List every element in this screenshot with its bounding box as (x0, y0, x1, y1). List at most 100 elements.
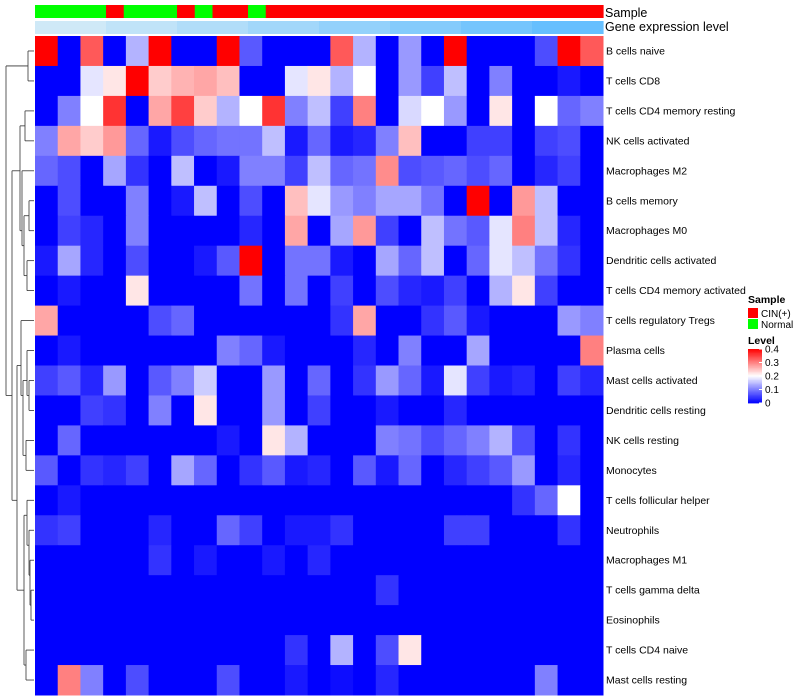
heatmap-cell (398, 215, 422, 247)
heatmap-cell (466, 545, 490, 576)
heatmap-cell (330, 275, 354, 307)
heatmap-cell (353, 65, 377, 97)
heatmap-cell (103, 425, 127, 456)
heatmap-cell (353, 635, 377, 666)
heatmap-cell (557, 605, 581, 636)
heatmap-cell (421, 155, 445, 187)
heatmap-cell (466, 245, 490, 277)
heatmap-cell (466, 665, 490, 696)
heatmap-cell (262, 275, 286, 307)
heatmap-cell (580, 515, 604, 546)
heatmap-cell (125, 215, 150, 247)
heatmap-cell (375, 605, 400, 636)
heatmap-cell (353, 365, 377, 396)
heatmap-cell (443, 305, 468, 337)
heatmap-cell (375, 245, 400, 277)
heatmap-cell (580, 395, 604, 426)
heatmap-cell (239, 125, 263, 157)
heatmap-cell (284, 185, 309, 217)
heatmap-cell (35, 635, 59, 666)
heatmap-cell (194, 455, 218, 486)
heatmap-cell (216, 665, 240, 696)
heatmap-cell (330, 185, 354, 217)
heatmap-cell (398, 155, 422, 187)
heatmap-cell (421, 215, 445, 247)
heatmap-cell (489, 455, 513, 486)
heatmap-cell (330, 36, 354, 67)
heatmap-cell (103, 395, 127, 426)
heatmap-cell (534, 95, 559, 127)
heatmap-cell (57, 215, 81, 247)
heatmap-cell (171, 305, 195, 337)
heatmap-cell (216, 36, 240, 67)
heatmap-cell (534, 575, 559, 606)
heatmap-cell (80, 395, 104, 426)
heatmap-cell (307, 335, 331, 366)
heatmap-cell (489, 425, 513, 456)
sample-cell (336, 5, 356, 18)
row-label: Mast cells activated (606, 375, 698, 387)
heatmap-cell (194, 575, 218, 606)
heatmap-cell (80, 275, 104, 307)
heatmap-cell (557, 425, 581, 456)
heatmap-cell (194, 305, 218, 337)
heatmap-cell (398, 65, 422, 97)
heatmap-cell (239, 215, 263, 247)
heatmap-cell (239, 455, 263, 486)
heatmap-cell (125, 125, 150, 157)
heatmap-cell (489, 215, 513, 247)
heatmap-cell (375, 65, 400, 97)
heatmap-cell (557, 95, 581, 127)
heatmap-cell (353, 155, 377, 187)
row-label: Dendritic cells resting (606, 405, 706, 417)
heatmap-cell (489, 635, 513, 666)
heatmap-cell (239, 335, 263, 366)
heatmap-cell (307, 605, 331, 636)
heatmap-cell (353, 665, 377, 696)
colorbar-segment (748, 380, 762, 382)
heatmap-cell (216, 425, 240, 456)
heatmap-cell (489, 36, 513, 67)
heatmap-cell (580, 215, 604, 247)
heatmap-cell (580, 155, 604, 187)
heatmap-cell (103, 545, 127, 576)
heatmap-cell (534, 335, 559, 366)
heatmap-cell (57, 185, 81, 217)
heatmap-cell (262, 485, 286, 516)
heatmap-cell (398, 275, 422, 307)
heatmap-cell (216, 155, 240, 187)
heatmap-cell (125, 65, 150, 97)
sample-cell (248, 5, 267, 18)
heatmap-cell (284, 215, 309, 247)
row-label: Macrophages M0 (606, 225, 687, 237)
heatmap-cell (57, 155, 81, 187)
colorbar-segment (748, 351, 762, 354)
heatmap-cell (375, 665, 400, 696)
heatmap-cell (262, 95, 286, 127)
heatmap-cell (512, 65, 536, 97)
colorbar-segment (748, 376, 762, 378)
colorbar-tick-label: 0.4 (765, 345, 779, 356)
heatmap-cell (421, 185, 445, 217)
heatmap-cell (80, 65, 104, 97)
heatmap-cell (557, 65, 581, 97)
heatmap-cell (171, 515, 195, 546)
legend-label-cin: CIN(+) (761, 309, 791, 320)
heatmap-cell (466, 65, 490, 97)
heatmap-cell (489, 305, 513, 337)
heatmap-cell (443, 515, 468, 546)
sample-cell (425, 5, 444, 18)
expression-cell (248, 21, 320, 34)
heatmap-cell (148, 245, 172, 277)
colorbar-tick-label: 0.1 (765, 385, 779, 396)
heatmap-cell (466, 605, 490, 636)
heatmap-cell (534, 245, 559, 277)
colorbar-segment (748, 362, 762, 365)
legend-swatch-normal (748, 319, 758, 329)
heatmap-cell (489, 275, 513, 307)
heatmap-cell (307, 425, 331, 456)
sample-cell (230, 5, 249, 18)
heatmap-cell (353, 515, 377, 546)
heatmap-cell (239, 185, 263, 217)
heatmap-cell (125, 185, 150, 217)
